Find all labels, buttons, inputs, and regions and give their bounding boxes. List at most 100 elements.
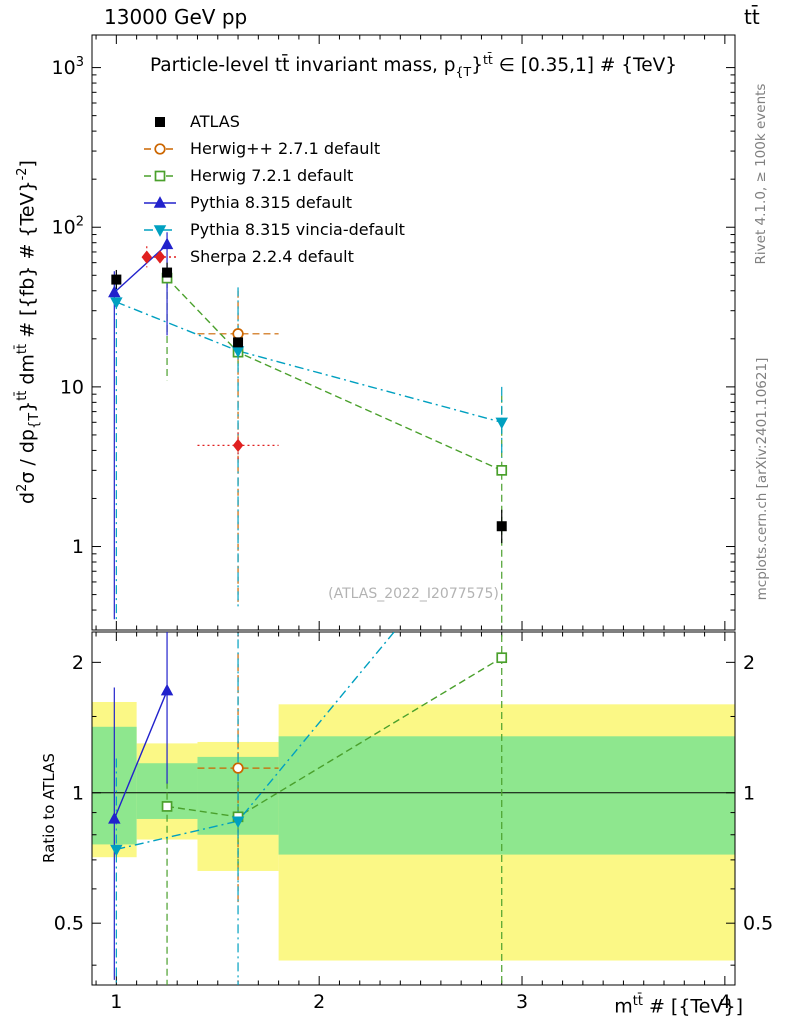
y-tick-label: 103 xyxy=(52,55,84,79)
series-atlas xyxy=(115,262,503,544)
series-markers-herwigpp xyxy=(232,762,244,774)
data-point-marker xyxy=(108,812,121,824)
x-tick-label: 2 xyxy=(313,991,325,1013)
data-point-marker xyxy=(111,274,122,285)
series-markers-herwigpp xyxy=(232,328,244,340)
data-point-marker xyxy=(153,224,167,237)
data-point-marker xyxy=(154,170,166,181)
data-point-marker xyxy=(496,521,507,532)
label-segment: m xyxy=(614,995,633,1018)
ratio-tick-label-right: 0.5 xyxy=(743,913,773,935)
plot-title: Particle-level tt̄ invariant mass, p{T}t… xyxy=(96,52,731,79)
series-markers-herwig7 xyxy=(161,272,508,476)
ratio-tick-label-left: 2 xyxy=(72,652,84,674)
label-segment: } xyxy=(471,55,483,77)
legend-label: Sherpa 2.2.4 default xyxy=(190,247,354,266)
label-segment: d xyxy=(16,491,39,504)
label-segment: # [{TeV}] xyxy=(642,995,743,1018)
legend-item-pythia: Pythia 8.315 default xyxy=(142,189,405,216)
data-point-marker xyxy=(154,142,166,155)
label-segment: } xyxy=(16,400,39,413)
data-point-marker xyxy=(496,465,508,476)
legend-item-vincia: Pythia 8.315 vincia-default xyxy=(142,216,405,243)
legend-swatch-pythia xyxy=(144,195,176,208)
beam-energy-label: 13000 GeV pp xyxy=(104,5,248,29)
data-point-marker xyxy=(232,438,244,452)
x-tick-label: 1 xyxy=(110,991,122,1013)
series-pythia xyxy=(113,632,168,980)
legend-item-herwigpp: Herwig++ 2.7.1 default xyxy=(142,135,405,162)
label-segment: 2 xyxy=(15,483,30,492)
data-point-marker xyxy=(110,844,123,857)
data-point-marker xyxy=(141,250,153,264)
ratio-tick-label-left: 0.5 xyxy=(54,913,84,935)
data-point-marker xyxy=(231,816,245,828)
ratio-tick-label-right: 1 xyxy=(743,782,755,804)
ratio-y-axis-label: Ratio to ATLAS xyxy=(40,753,58,863)
ratio-tick-label-left: 1 xyxy=(72,782,84,804)
label-segment: ] xyxy=(16,160,39,168)
series-vincia xyxy=(115,632,395,985)
band-inner xyxy=(278,736,735,855)
series-line xyxy=(113,690,168,820)
legend-label: Pythia 8.315 vincia-default xyxy=(190,220,405,239)
uncertainty-bands xyxy=(92,701,735,961)
legend-label: Pythia 8.315 default xyxy=(190,193,353,212)
legend: ATLAS Herwig++ 2.7.1 default Herwig 7.2.1 … xyxy=(142,108,405,270)
series-markers-vincia xyxy=(110,297,508,430)
y-axis-label: d2σ / dp{T}tt̄ dmtt̄ # [{fb} # {TeV}-2] xyxy=(15,32,42,632)
legend-swatch-sherpa xyxy=(144,249,176,264)
series-layer xyxy=(108,232,508,985)
y-tick-label: 10 xyxy=(60,376,84,398)
label-segment: σ / dp xyxy=(16,429,39,484)
series-vincia xyxy=(115,281,503,620)
label-segment: dm xyxy=(16,354,39,391)
data-point-marker xyxy=(232,762,244,774)
rivet-version-label: Rivet 4.1.0, ≥ 100k events xyxy=(753,83,769,265)
legend-label: Herwig++ 2.7.1 default xyxy=(190,139,381,158)
label-segment: tt̄ xyxy=(15,390,30,401)
legend-item-sherpa: Sherpa 2.2.4 default xyxy=(142,243,405,270)
label-segment: Particle-level tt̄ invariant mass, p xyxy=(149,55,456,77)
series-pythia xyxy=(113,232,168,620)
mcplots-credit-label: mcplots.cern.ch [arXiv:2401.10621] xyxy=(754,357,770,601)
data-point-marker xyxy=(155,116,165,127)
series-markers-sherpa xyxy=(141,250,244,452)
legend-swatch-herwigpp xyxy=(144,142,176,155)
process-label: tt̄ xyxy=(744,5,760,29)
label-segment: # [{fb} # {TeV} xyxy=(16,180,39,344)
analysis-id-watermark: (ATLAS_2022_I2077575) xyxy=(328,586,499,602)
legend-swatch-herwig7 xyxy=(144,170,176,181)
series-markers-vincia xyxy=(110,816,245,857)
x-axis-label: mtt̄ # [{TeV}] xyxy=(92,994,743,1017)
legend-swatch-vincia xyxy=(144,224,176,237)
series-line xyxy=(116,632,395,851)
y-tick-label: 1 xyxy=(72,536,84,558)
data-point-marker xyxy=(161,801,173,812)
x-tick-label: 3 xyxy=(516,991,528,1013)
series-line xyxy=(166,277,502,472)
data-point-marker xyxy=(160,237,174,250)
label-segment: tt̄ xyxy=(482,52,493,67)
data-point-marker xyxy=(495,417,508,430)
series-herwig7 xyxy=(166,269,503,624)
ratio-panel-frame xyxy=(91,631,736,986)
legend-swatch-atlas xyxy=(155,116,165,127)
data-point-marker xyxy=(162,267,173,278)
data-point-marker xyxy=(233,337,244,348)
data-point-marker xyxy=(154,249,166,264)
legend-item-atlas: ATLAS xyxy=(142,108,405,135)
label-segment: tt̄ xyxy=(632,994,643,1009)
y-tick-label: 102 xyxy=(52,215,84,239)
legend-item-herwig7: Herwig 7.2.1 default xyxy=(142,162,405,189)
label-segment: ∈ [0.35,1] # {TeV} xyxy=(492,55,678,77)
series-markers-pythia xyxy=(108,683,174,824)
label-segment: -2 xyxy=(15,167,30,181)
legend-label: ATLAS xyxy=(190,112,240,131)
series-markers-pythia xyxy=(108,237,174,298)
main-panel-frame xyxy=(91,34,736,631)
data-point-marker xyxy=(232,328,244,340)
data-point-marker xyxy=(110,297,123,309)
